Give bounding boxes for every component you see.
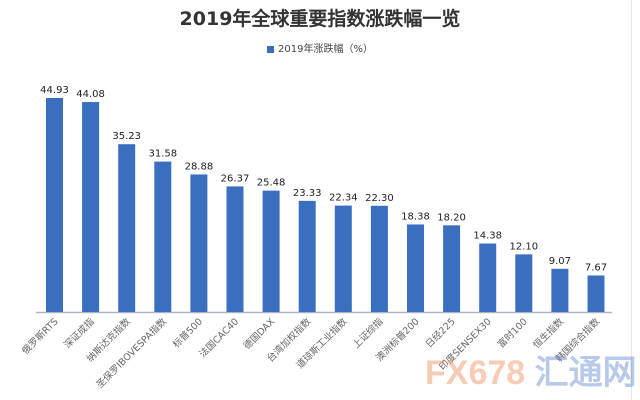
data-label: 18.20 <box>437 212 466 223</box>
bar <box>118 144 136 312</box>
bar <box>154 161 172 312</box>
chart-title: 2019年全球重要指数涨跌幅一览 <box>179 8 461 30</box>
bar <box>262 190 280 312</box>
data-label: 12.10 <box>509 241 538 252</box>
data-label: 44.08 <box>76 89 105 100</box>
data-label: 7.67 <box>585 262 607 273</box>
data-label: 44.93 <box>40 85 69 96</box>
bar <box>190 174 208 312</box>
data-label: 28.88 <box>185 161 214 172</box>
bar <box>479 243 497 312</box>
bar <box>587 275 605 312</box>
data-label: 14.38 <box>473 231 502 242</box>
data-label: 22.34 <box>329 193 358 204</box>
category-label: 法国CAC40 <box>197 316 241 360</box>
bar <box>226 186 244 312</box>
bar <box>407 224 424 312</box>
data-label: 22.30 <box>365 193 394 204</box>
data-label: 31.58 <box>148 149 177 160</box>
bar <box>334 205 352 312</box>
data-label: 23.33 <box>293 188 322 199</box>
data-label: 9.07 <box>549 256 571 267</box>
bar <box>443 225 461 312</box>
data-label: 26.37 <box>221 173 250 184</box>
category-label: 俄罗斯RTS <box>19 316 60 357</box>
category-label: 深证成指 <box>61 315 97 351</box>
bar <box>515 254 533 312</box>
legend-swatch <box>267 45 275 53</box>
legend: 2019年涨跌幅（%） <box>0 40 640 55</box>
watermark-logo: FX678 汇通网 <box>425 354 637 392</box>
category-label: 标普500 <box>170 316 205 351</box>
bar <box>46 98 63 312</box>
category-label: 上证综指 <box>350 315 386 351</box>
data-label: 35.23 <box>112 131 141 142</box>
legend-label: 2019年涨跌幅（%） <box>278 44 373 55</box>
bar <box>82 102 100 312</box>
category-label: 圣保罗IBOVESPA指数 <box>94 315 169 390</box>
bar <box>298 200 316 312</box>
chart-border <box>631 0 632 400</box>
bar <box>370 205 388 312</box>
data-label: 18.38 <box>401 211 430 222</box>
bar <box>551 268 569 312</box>
category-label: 德国DAX <box>241 315 278 352</box>
data-label: 25.48 <box>257 178 286 189</box>
